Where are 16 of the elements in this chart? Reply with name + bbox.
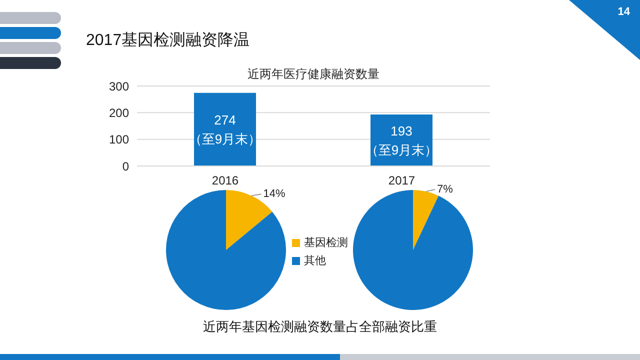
data-label: 274 （至9月末） — [188, 112, 262, 146]
y-tick-label: 100 — [108, 132, 130, 147]
chart-title: 2017基因检测融资降温 — [86, 30, 250, 51]
text: 近两年基因检测融资数量占全部融资比重 — [202, 318, 438, 336]
x-tick-label: 2017 — [388, 174, 416, 188]
data-label: 193 （至9月末） — [365, 123, 438, 158]
x-tick-label: 2016 — [212, 174, 239, 188]
y-tick-label: 200 — [108, 106, 130, 120]
y-tick-label: 300 — [108, 79, 130, 94]
data-label: 14% — [263, 188, 286, 200]
data-label: 7% — [436, 184, 454, 196]
legend-label: 其他 — [304, 254, 326, 269]
chart-subtitle: 近两年医疗健康融资数量 — [246, 66, 380, 83]
legend-label: 基因检测 — [304, 236, 348, 251]
y-tick-label: 0 — [122, 159, 130, 174]
text: 14 — [618, 6, 630, 18]
